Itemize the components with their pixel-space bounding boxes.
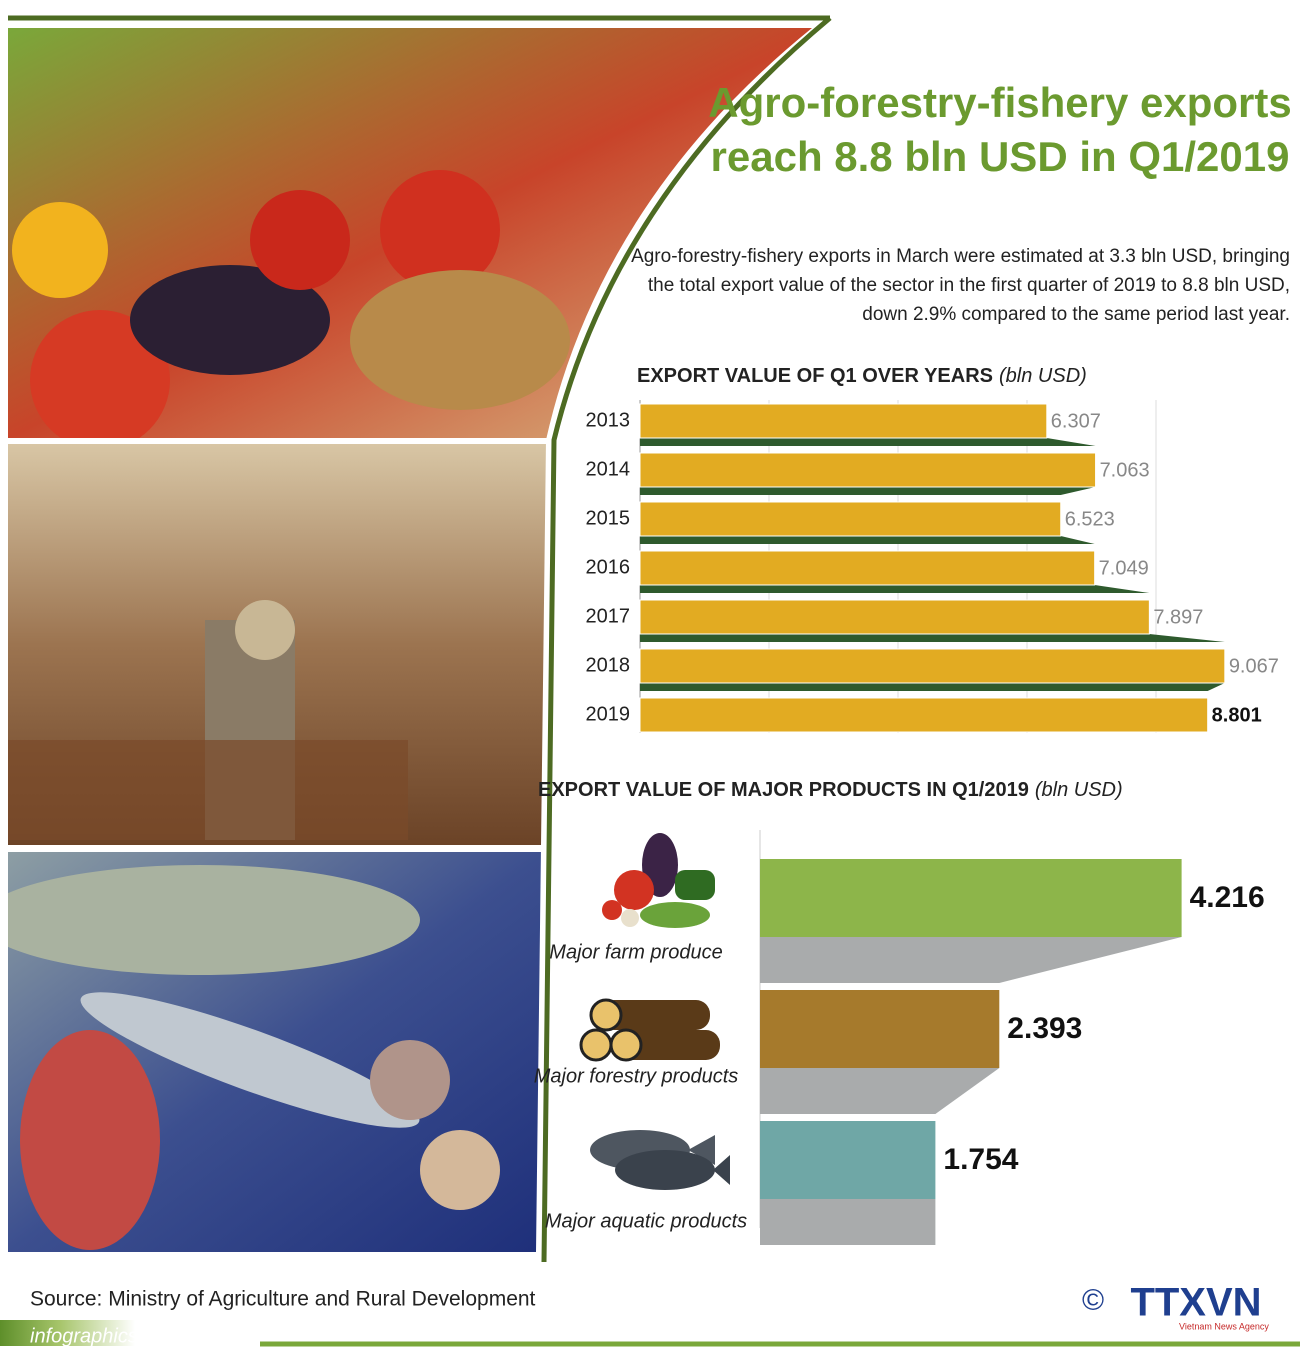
photo-detail xyxy=(20,1030,160,1250)
category-label: 2016 xyxy=(586,556,631,578)
agency: TTXVN xyxy=(1130,1281,1261,1325)
photo-detail xyxy=(130,265,330,375)
category-label: 2013 xyxy=(586,409,631,431)
title: Agro-forestry-fishery exports reach 8.8 … xyxy=(708,79,1292,180)
description: Agro-forestry-fishery exports in March w… xyxy=(631,246,1290,325)
bar xyxy=(760,859,1182,937)
bar-shadow xyxy=(640,585,1150,593)
category-label: 2018 xyxy=(586,654,631,676)
chart-unit: (bln USD) xyxy=(1035,779,1123,801)
bar xyxy=(639,599,1150,635)
photo-detail xyxy=(420,1130,500,1210)
bar-shadow xyxy=(640,438,1096,446)
photo-detail xyxy=(8,865,420,975)
agency-subtitle: Vietnam News Agency xyxy=(1179,1321,1269,1331)
chart-title: EXPORT VALUE OF Q1 OVER YEARS (bln USD) xyxy=(637,365,1087,387)
chart-unit: (bln USD) xyxy=(999,365,1087,387)
bar xyxy=(639,550,1096,586)
category-label: Major forestry products xyxy=(534,1065,739,1087)
photo-detail xyxy=(380,170,500,290)
bar xyxy=(639,501,1062,537)
category-label: Major farm produce xyxy=(549,941,722,963)
bar xyxy=(639,452,1097,488)
photo-detail xyxy=(8,740,408,840)
photo-detail xyxy=(12,202,108,298)
value-label: 4.216 xyxy=(1190,881,1265,914)
curve-border xyxy=(541,16,832,1263)
value-label: 7.063 xyxy=(1100,459,1150,481)
photo-detail xyxy=(250,190,350,290)
value-label: 9.067 xyxy=(1229,655,1279,677)
photo-detail xyxy=(80,992,420,1128)
icon-fish xyxy=(590,1130,730,1190)
icon-logs xyxy=(579,998,720,1062)
bar xyxy=(639,648,1226,684)
photo-detail xyxy=(350,270,570,410)
category-label: 2015 xyxy=(586,507,631,529)
category-label: Major aquatic products xyxy=(545,1210,747,1232)
bar xyxy=(639,697,1209,733)
category-label: 2019 xyxy=(586,703,631,725)
chart-title: EXPORT VALUE OF MAJOR PRODUCTS IN Q1/201… xyxy=(538,779,1123,801)
photo-detail xyxy=(235,600,295,660)
source: Source: Ministry of Agriculture and Rura… xyxy=(30,1288,536,1311)
bar-shadow xyxy=(640,634,1225,642)
footer-band xyxy=(0,1320,300,1346)
bar-shadow xyxy=(640,683,1225,691)
bar-shadow xyxy=(760,1068,1000,1114)
value-label: 7.897 xyxy=(1153,606,1203,628)
category-label: 2014 xyxy=(586,458,631,480)
bar xyxy=(760,990,1000,1068)
value-label: 7.049 xyxy=(1099,557,1149,579)
bar-shadow xyxy=(760,1199,936,1245)
value-label: 8.801 xyxy=(1212,704,1262,726)
bar-shadow xyxy=(760,937,1182,983)
icon-vegetables xyxy=(602,833,715,928)
category-label: 2017 xyxy=(586,605,631,627)
photo-detail xyxy=(370,1040,450,1120)
bar-shadow xyxy=(640,487,1096,495)
bar xyxy=(760,1121,936,1199)
photo-detail xyxy=(30,310,170,450)
value-label: 6.307 xyxy=(1051,410,1101,432)
bar-shadow xyxy=(640,536,1095,544)
website: infographics.vn xyxy=(30,1325,165,1347)
chart-title-text: EXPORT VALUE OF Q1 OVER YEARS xyxy=(637,365,993,387)
copyright: © xyxy=(1082,1284,1104,1317)
value-label: 2.393 xyxy=(1007,1012,1082,1045)
value-label: 1.754 xyxy=(943,1143,1018,1176)
value-label: 6.523 xyxy=(1065,508,1115,530)
photos xyxy=(8,28,812,1252)
bar xyxy=(639,403,1048,439)
chart-title-text: EXPORT VALUE OF MAJOR PRODUCTS IN Q1/201… xyxy=(538,779,1029,801)
